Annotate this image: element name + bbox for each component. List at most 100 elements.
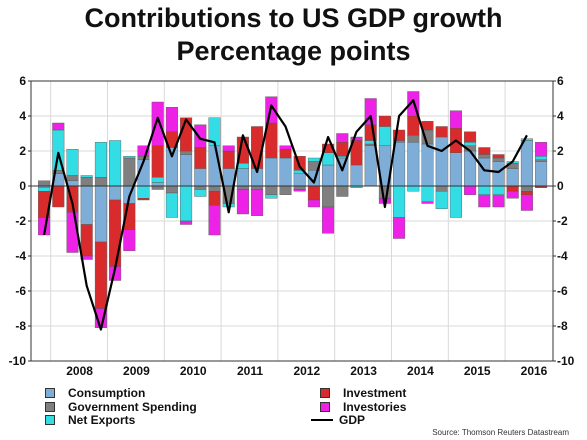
bar-investment-2010Q4 <box>208 191 221 206</box>
bar-consumption-2013Q3 <box>364 145 377 187</box>
bar-net-exports-2015Q4 <box>492 185 505 195</box>
bar-investment-2016Q1 <box>506 185 519 192</box>
y-tick-label-left: -4 <box>15 249 26 263</box>
bar-investment-2014Q4 <box>435 126 448 138</box>
y-tick-label-right: 2 <box>557 144 564 158</box>
bar-investories-2011Q2 <box>236 189 249 215</box>
bar-net-exports-2010Q2 <box>180 185 193 222</box>
bar-net-exports-2008Q3 <box>80 175 93 178</box>
bar-government-spending-2016Q2 <box>520 185 533 192</box>
bar-government-spending-2012Q1 <box>279 185 292 195</box>
bar-net-exports-2009Q1 <box>109 140 122 187</box>
bar-investment-2012Q1 <box>279 149 292 159</box>
bar-government-spending-2009Q4 <box>151 185 164 190</box>
bar-net-exports-2016Q2 <box>520 138 533 141</box>
bar-investment-2015Q3 <box>478 147 491 155</box>
y-tick-label-left: -2 <box>15 214 26 228</box>
bar-investories-2013Q2 <box>350 136 363 141</box>
bar-investories-2012Q1 <box>279 145 292 150</box>
bar-government-spending-2014Q2 <box>407 135 420 143</box>
bar-investories-2013Q3 <box>364 98 377 125</box>
bar-government-spending-2010Q1 <box>165 185 178 194</box>
y-tick-label-right: -10 <box>557 354 575 368</box>
bar-net-exports-2014Q3 <box>421 185 434 202</box>
bar-net-exports-2007Q4 <box>38 187 51 192</box>
gdp-line <box>43 99 528 331</box>
bar-government-spending-2012Q4 <box>322 185 335 208</box>
bar-investories-2012Q4 <box>322 206 335 234</box>
bar-consumption-2016Q1 <box>506 168 519 187</box>
bar-government-spending-2010Q2 <box>180 150 193 155</box>
y-tick-label-right: -2 <box>557 214 568 228</box>
y-tick-label-right: -6 <box>557 284 568 298</box>
bar-consumption-2012Q2 <box>293 173 306 187</box>
bar-consumption-2016Q3 <box>535 161 548 187</box>
bar-investment-2009Q3 <box>137 198 150 201</box>
bar-net-exports-2012Q4 <box>322 152 335 166</box>
bar-government-spending-2014Q4 <box>435 185 448 192</box>
bar-investment-2016Q2 <box>520 191 533 195</box>
bar-investment-2015Q2 <box>464 131 477 143</box>
bar-government-spending-2011Q3 <box>251 185 264 190</box>
bar-investories-2009Q3 <box>137 145 150 157</box>
bar-consumption-2010Q2 <box>180 154 193 187</box>
bar-net-exports-2016Q3 <box>535 156 548 160</box>
bar-government-spending-2009Q2 <box>123 157 136 187</box>
x-tick-label-2010: 2010 <box>180 364 207 378</box>
bar-investment-2012Q2 <box>293 156 306 171</box>
bar-consumption-2011Q4 <box>265 157 278 187</box>
bar-net-exports-2014Q2 <box>407 185 420 192</box>
bar-government-spending-2015Q4 <box>492 157 505 162</box>
chart-subtitle: Percentage points <box>176 36 411 66</box>
bar-government-spending-2008Q2 <box>66 175 79 181</box>
bar-investories-2010Q3 <box>194 124 207 148</box>
bar-consumption-2012Q4 <box>322 164 335 187</box>
bar-government-spending-2008Q3 <box>80 177 93 187</box>
bar-investories-2010Q4 <box>208 205 221 236</box>
bar-net-exports-2014Q1 <box>393 185 406 218</box>
bar-consumption-2014Q3 <box>421 143 434 187</box>
bar-investment-2014Q2 <box>407 115 420 136</box>
x-tick-label-2011: 2011 <box>237 364 263 378</box>
bar-investment-2013Q4 <box>378 115 391 127</box>
bar-government-spending-2010Q3 <box>194 185 207 190</box>
bar-investment-2014Q1 <box>393 129 406 141</box>
bar-investment-2012Q3 <box>307 185 320 201</box>
bar-net-exports-2011Q4 <box>265 194 278 199</box>
bar-investories-2016Q3 <box>535 142 548 157</box>
bar-investories-2013Q1 <box>336 133 349 143</box>
bar-investories-2015Q4 <box>492 194 505 208</box>
bar-government-spending-2015Q3 <box>478 154 491 159</box>
bar-net-exports-2010Q3 <box>194 189 207 197</box>
bar-investories-2015Q1 <box>449 110 462 129</box>
bar-investories-2014Q3 <box>421 201 434 204</box>
bar-investories-2015Q3 <box>478 194 491 208</box>
bar-consumption-2009Q1 <box>109 185 122 201</box>
x-tick-label-2013: 2013 <box>350 364 377 378</box>
bar-investories-2009Q4 <box>151 101 164 146</box>
bar-net-exports-2015Q1 <box>449 185 462 218</box>
bar-investories-2016Q2 <box>520 194 533 211</box>
y-tick-label-left: 0 <box>19 179 26 193</box>
bar-consumption-2015Q4 <box>492 161 505 187</box>
bar-investment-2015Q4 <box>492 154 505 159</box>
y-tick-label-left: -10 <box>9 354 27 368</box>
bar-consumption-2008Q3 <box>80 185 93 225</box>
x-tick-label-2016: 2016 <box>521 364 548 378</box>
x-tick-label-2008: 2008 <box>66 364 93 378</box>
y-tick-label-left: 2 <box>19 144 26 158</box>
bar-investories-2012Q3 <box>307 199 320 208</box>
bar-investories-2010Q1 <box>165 107 178 132</box>
bar-net-exports-2015Q3 <box>478 185 491 195</box>
bar-net-exports-2010Q1 <box>165 192 178 218</box>
bar-consumption-2008Q4 <box>94 185 107 243</box>
x-tick-label-2015: 2015 <box>464 364 491 378</box>
bar-net-exports-2008Q2 <box>66 149 79 176</box>
bar-investories-2011Q3 <box>251 189 264 216</box>
bar-consumption-2014Q2 <box>407 142 420 187</box>
bar-government-spending-2011Q2 <box>236 185 249 190</box>
bar-government-spending-2016Q3 <box>535 159 548 162</box>
bar-investories-2010Q2 <box>180 220 193 225</box>
bar-investories-2015Q2 <box>464 185 477 195</box>
